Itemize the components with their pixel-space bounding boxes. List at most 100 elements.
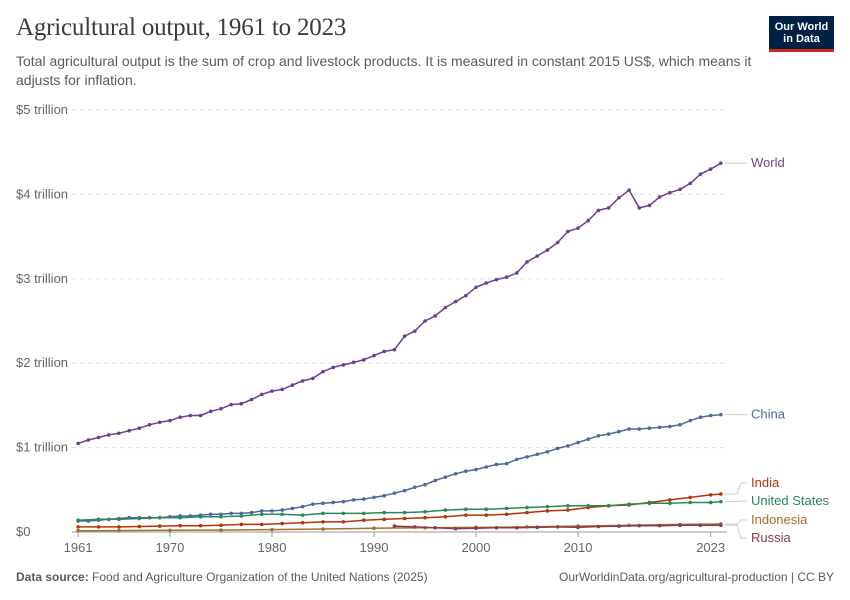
data-point bbox=[719, 161, 723, 165]
data-point bbox=[525, 455, 529, 459]
data-point bbox=[494, 525, 499, 530]
data-point bbox=[117, 528, 121, 533]
series-line bbox=[78, 500, 721, 521]
data-point bbox=[402, 334, 407, 338]
data-point bbox=[413, 485, 417, 490]
data-point bbox=[392, 491, 397, 495]
data-point bbox=[300, 379, 305, 383]
data-point bbox=[596, 524, 601, 529]
owid-logo[interactable]: Our World in Data bbox=[769, 16, 834, 52]
data-point bbox=[239, 522, 244, 527]
data-point bbox=[443, 475, 448, 479]
data-point bbox=[168, 418, 172, 423]
data-point bbox=[698, 523, 703, 528]
data-point bbox=[566, 444, 570, 448]
data-point bbox=[280, 512, 284, 517]
data-point bbox=[433, 314, 438, 318]
data-point bbox=[219, 515, 223, 519]
data-point bbox=[331, 365, 335, 370]
data-point bbox=[300, 520, 305, 525]
url-license[interactable]: OurWorldinData.org/agricultural-producti… bbox=[558, 570, 834, 584]
data-point bbox=[300, 513, 305, 517]
data-point bbox=[657, 195, 662, 199]
y-tick-label: $0 bbox=[16, 524, 30, 539]
data-point bbox=[188, 413, 193, 418]
data-point bbox=[637, 206, 642, 210]
data-point bbox=[229, 511, 233, 516]
data-point bbox=[647, 501, 652, 506]
data-point bbox=[239, 401, 244, 406]
data-point bbox=[545, 509, 550, 513]
data-point bbox=[219, 406, 223, 411]
data-point bbox=[137, 516, 142, 521]
data-point bbox=[76, 525, 80, 529]
data-point bbox=[76, 528, 80, 533]
data-point bbox=[382, 349, 386, 354]
data-point bbox=[617, 429, 621, 434]
data-point bbox=[178, 415, 182, 420]
data-point bbox=[137, 426, 142, 430]
series-label-connector bbox=[724, 482, 747, 495]
data-point bbox=[331, 500, 335, 505]
data-point bbox=[515, 457, 519, 462]
x-tick-label: 1980 bbox=[258, 540, 287, 555]
data-point bbox=[464, 293, 468, 298]
data-point bbox=[239, 514, 244, 518]
chart-title: Agricultural output, 1961 to 2023 bbox=[16, 14, 347, 41]
data-point bbox=[698, 172, 703, 176]
data-point bbox=[504, 512, 509, 517]
y-tick-label: $5 trillion bbox=[16, 102, 68, 117]
data-point bbox=[637, 523, 642, 528]
series-label: United States bbox=[751, 493, 830, 508]
data-point bbox=[708, 500, 713, 505]
data-point bbox=[484, 281, 489, 285]
data-point bbox=[566, 229, 570, 234]
data-point bbox=[259, 509, 264, 513]
data-point bbox=[494, 462, 499, 467]
data-point bbox=[545, 248, 550, 252]
data-point bbox=[668, 498, 672, 502]
series-label-connector bbox=[724, 524, 747, 539]
data-point bbox=[606, 432, 611, 436]
data-point bbox=[566, 508, 570, 512]
data-point bbox=[453, 526, 458, 531]
data-point bbox=[198, 523, 203, 528]
data-point bbox=[657, 425, 662, 430]
data-point bbox=[719, 492, 723, 496]
data-point bbox=[464, 469, 468, 474]
data-point bbox=[637, 427, 642, 431]
data-point bbox=[555, 446, 560, 451]
data-point bbox=[361, 518, 366, 522]
data-point bbox=[586, 218, 591, 223]
y-tick-label: $1 trillion bbox=[16, 440, 68, 455]
data-point bbox=[657, 523, 662, 528]
data-point bbox=[545, 504, 550, 509]
data-point bbox=[372, 353, 376, 358]
data-point bbox=[198, 515, 203, 519]
x-tick-label: 2023 bbox=[696, 540, 725, 555]
series-label: World bbox=[751, 155, 785, 170]
data-point bbox=[576, 440, 580, 445]
data-point bbox=[474, 467, 478, 472]
data-point bbox=[668, 501, 672, 506]
data-point bbox=[484, 465, 489, 469]
data-point bbox=[464, 513, 468, 517]
data-point bbox=[300, 504, 305, 509]
data-point bbox=[157, 524, 162, 528]
data-point bbox=[698, 415, 703, 420]
data-point bbox=[310, 502, 315, 506]
y-tick-label: $4 trillion bbox=[16, 186, 68, 201]
series-line bbox=[78, 523, 721, 532]
data-point bbox=[382, 517, 386, 522]
data-point bbox=[96, 525, 101, 529]
data-point bbox=[423, 482, 427, 487]
data-point bbox=[606, 504, 611, 508]
series-label-connector bbox=[724, 519, 747, 525]
data-point bbox=[596, 433, 601, 438]
data-source-text: Food and Agriculture Organization of the… bbox=[92, 570, 428, 584]
data-point bbox=[433, 478, 438, 483]
data-point bbox=[147, 423, 152, 427]
data-point bbox=[606, 206, 611, 210]
data-point bbox=[372, 495, 376, 500]
series-label: Indonesia bbox=[751, 512, 808, 527]
